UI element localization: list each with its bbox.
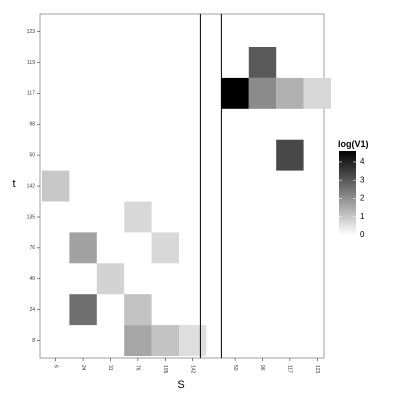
- y-tick-label: 76: [29, 245, 35, 251]
- x-tick-label: 76: [135, 365, 141, 371]
- heatmap-cell-142-8: [179, 325, 207, 356]
- x-tick-label: 117: [287, 365, 293, 373]
- x-tick-label: 105: [162, 365, 168, 374]
- y-tick-label: 8: [32, 338, 35, 344]
- legend-tick-label: 3: [360, 175, 365, 184]
- heatmap-cell-96-119: [248, 47, 277, 78]
- x-tick-label: 6: [52, 365, 58, 368]
- heatmap-cell-117-117: [276, 77, 304, 109]
- legend-tick-label: 0: [360, 230, 365, 239]
- legend-tick-label: 4: [360, 157, 365, 166]
- y-tick-label: 24: [29, 307, 35, 313]
- panel-dividers: [199, 14, 222, 358]
- y-tick-label: 142: [27, 183, 36, 189]
- heatmap-cell-105-8: [151, 325, 179, 356]
- y-axis: 8 24 40 76 135 142 50 98 117 119 123: [27, 29, 40, 344]
- y-tick-label: 50: [29, 152, 35, 158]
- heatmap-cell-76-24: [124, 294, 152, 326]
- heatmap-cell-6-142: [42, 170, 70, 202]
- legend-colorbar: [339, 151, 356, 235]
- x-tick-label: 123: [314, 365, 320, 374]
- heatmap-cells: [42, 47, 331, 356]
- y-axis-title: t: [12, 178, 15, 190]
- heatmap-cell-117-50: [276, 139, 304, 171]
- heatmap-cell-76-8: [124, 325, 152, 356]
- y-tick-label: 40: [29, 276, 35, 282]
- x-tick-label: 96: [259, 365, 265, 371]
- x-tick-label: 50: [232, 365, 238, 371]
- y-tick-label: 135: [27, 214, 36, 220]
- legend-title: log(V1): [338, 139, 369, 149]
- y-tick-label: 123: [27, 29, 36, 35]
- x-tick-label: 142: [189, 365, 195, 374]
- x-axis-title: S: [177, 379, 184, 391]
- heatmap-cell-105-76: [151, 232, 179, 264]
- heatmap-cell-31-40: [96, 263, 125, 295]
- y-tick-label: 119: [27, 60, 35, 66]
- heatmap-cell-24-24: [69, 294, 97, 326]
- heatmap-cell-96-117: [248, 77, 277, 109]
- y-tick-label: 98: [29, 122, 35, 128]
- heatmap-cell-76-135: [124, 201, 152, 233]
- legend-tick-label: 1: [360, 212, 365, 221]
- legend-tick-label: 2: [360, 194, 365, 203]
- heatmap-cell-24-76: [69, 232, 97, 264]
- heatmap-cell-50-117: [221, 77, 249, 109]
- x-axis: 6 24 31 76 105 142 50 96 117 123: [52, 358, 320, 374]
- x-tick-label: 31: [107, 365, 113, 371]
- y-tick-label: 117: [27, 91, 35, 97]
- x-tick-label: 24: [80, 365, 86, 371]
- heatmap-cell-123-117: [303, 77, 331, 109]
- color-legend: log(V1) 0 1 2 3 4: [338, 139, 369, 239]
